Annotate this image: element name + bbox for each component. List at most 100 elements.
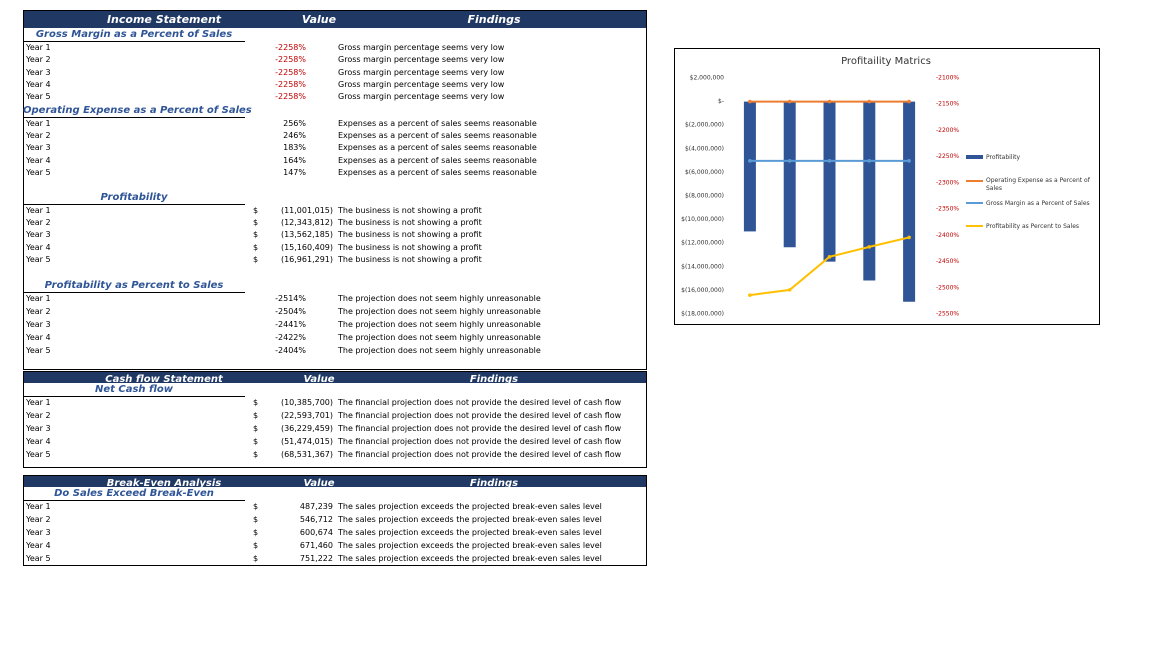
legend-swatch: [966, 155, 983, 159]
y2-tick-label: -2350%: [936, 206, 959, 213]
header-cell: Cash flow Statement: [105, 374, 223, 383]
bar: [743, 101, 756, 232]
finding: Gross margin percentage seems very low: [338, 79, 505, 89]
currency: $: [253, 450, 259, 459]
line-marker: [787, 99, 792, 104]
value: -2258%: [275, 43, 306, 52]
value: (22,593,701): [280, 411, 333, 420]
row-label: Year 2: [26, 411, 51, 420]
y-tick-label: $(2,000,000): [685, 122, 724, 129]
value: 600,674: [299, 528, 333, 537]
group-title: Gross Margin as a Percent of Sales: [35, 29, 233, 40]
currency: $: [253, 515, 259, 524]
legend-label: Profitability: [986, 154, 1020, 161]
group-underline: [23, 204, 245, 205]
currency: $: [253, 411, 259, 420]
row-label: Year 5: [26, 167, 51, 177]
value: (15,160,409): [280, 242, 333, 252]
header-cell: Findings: [467, 13, 521, 26]
row-label: Year 4: [26, 242, 51, 252]
line-marker: [787, 159, 792, 163]
legend-label: Operating Expense as a Percent of Sales: [986, 177, 1091, 192]
row-label: Year 3: [26, 424, 51, 433]
chart-title: Profitaility Matrics: [841, 56, 931, 67]
row-label: Year 5: [26, 346, 51, 355]
currency: $: [253, 242, 259, 252]
value: -2258%: [275, 92, 306, 102]
value: 256%: [283, 119, 306, 128]
y-tick-label: $(16,000,000): [681, 287, 724, 294]
row-label: Year 4: [26, 541, 51, 550]
value: 164%: [283, 155, 306, 165]
y-tick-label: $2,000,000: [690, 75, 725, 82]
y2-tick-label: -2500%: [936, 284, 959, 291]
value: 246%: [283, 131, 306, 141]
chart-border: [674, 48, 1100, 325]
y2-tick-label: -2100%: [936, 75, 959, 82]
finding: The projection does not seem highly unre…: [338, 333, 541, 342]
header-cell: Value: [303, 478, 335, 487]
header-cell: Value: [303, 374, 335, 383]
finding: Expenses as a percent of sales seems rea…: [338, 155, 537, 165]
line-marker: [867, 245, 872, 249]
finding: The business is not showing a profit: [338, 242, 482, 252]
value: (10,385,700): [280, 398, 333, 407]
value: -2258%: [275, 79, 306, 89]
line-marker: [867, 159, 872, 163]
row-label: Year 2: [26, 515, 51, 524]
group-title: Operating Expense as a Percent of Sales: [23, 105, 252, 116]
currency: $: [253, 541, 259, 550]
y-tick-label: $(8,000,000): [685, 193, 724, 200]
row-label: Year 1: [26, 294, 51, 303]
row-label: Year 1: [26, 119, 51, 128]
value: -2514%: [275, 294, 306, 303]
value: 147%: [283, 167, 306, 177]
finding: Gross margin percentage seems very low: [338, 67, 505, 77]
row-label: Year 5: [26, 450, 51, 459]
value: 546,712: [299, 515, 333, 524]
finding: The financial projection does not provid…: [338, 424, 622, 433]
value: (13,562,185): [280, 230, 333, 240]
value: (68,531,367): [280, 450, 333, 459]
line-marker: [827, 159, 832, 163]
section-box: [23, 475, 647, 566]
value: (16,961,291): [280, 254, 333, 264]
finding: Gross margin percentage seems very low: [338, 55, 505, 65]
y-tick-label: $(14,000,000): [681, 263, 724, 270]
row-label: Year 4: [26, 79, 51, 89]
line-marker: [787, 288, 792, 292]
y-tick-label: $(12,000,000): [681, 240, 724, 247]
value: -2422%: [275, 333, 306, 342]
header-cell: Findings: [469, 478, 519, 487]
finding: Expenses as a percent of sales seems rea…: [338, 143, 537, 153]
line-marker: [907, 99, 911, 104]
row-label: Year 4: [26, 437, 51, 446]
value: 183%: [283, 143, 306, 153]
section-header: Cash flow Statement Value Findings: [24, 372, 646, 383]
y-tick-label: $(10,000,000): [681, 216, 724, 223]
y2-tick-label: -2550%: [936, 311, 959, 318]
row-label: Year 3: [26, 230, 51, 240]
row-label: Year 5: [26, 92, 51, 102]
finding: The projection does not seem highly unre…: [338, 294, 541, 303]
finding: The sales projection exceeds the project…: [338, 515, 602, 524]
value: 487,239: [299, 502, 333, 511]
finding: The financial projection does not provid…: [338, 398, 622, 407]
finding: Expenses as a percent of sales seems rea…: [338, 131, 537, 141]
line-marker: [827, 255, 832, 259]
line-marker: [907, 235, 911, 240]
row-label: Year 2: [26, 307, 51, 316]
row-label: Year 4: [26, 333, 51, 342]
row-label: Year 3: [26, 143, 51, 153]
row-label: Year 5: [26, 254, 51, 264]
bar: [823, 101, 836, 262]
line-marker: [748, 293, 752, 297]
value: -2258%: [275, 55, 306, 65]
section-box: [23, 371, 647, 468]
row-label: Year 1: [26, 398, 51, 407]
header-cell: Break-Even Analysis: [106, 478, 222, 487]
value: 671,460: [299, 541, 333, 550]
currency: $: [253, 502, 259, 511]
bar: [903, 101, 916, 302]
